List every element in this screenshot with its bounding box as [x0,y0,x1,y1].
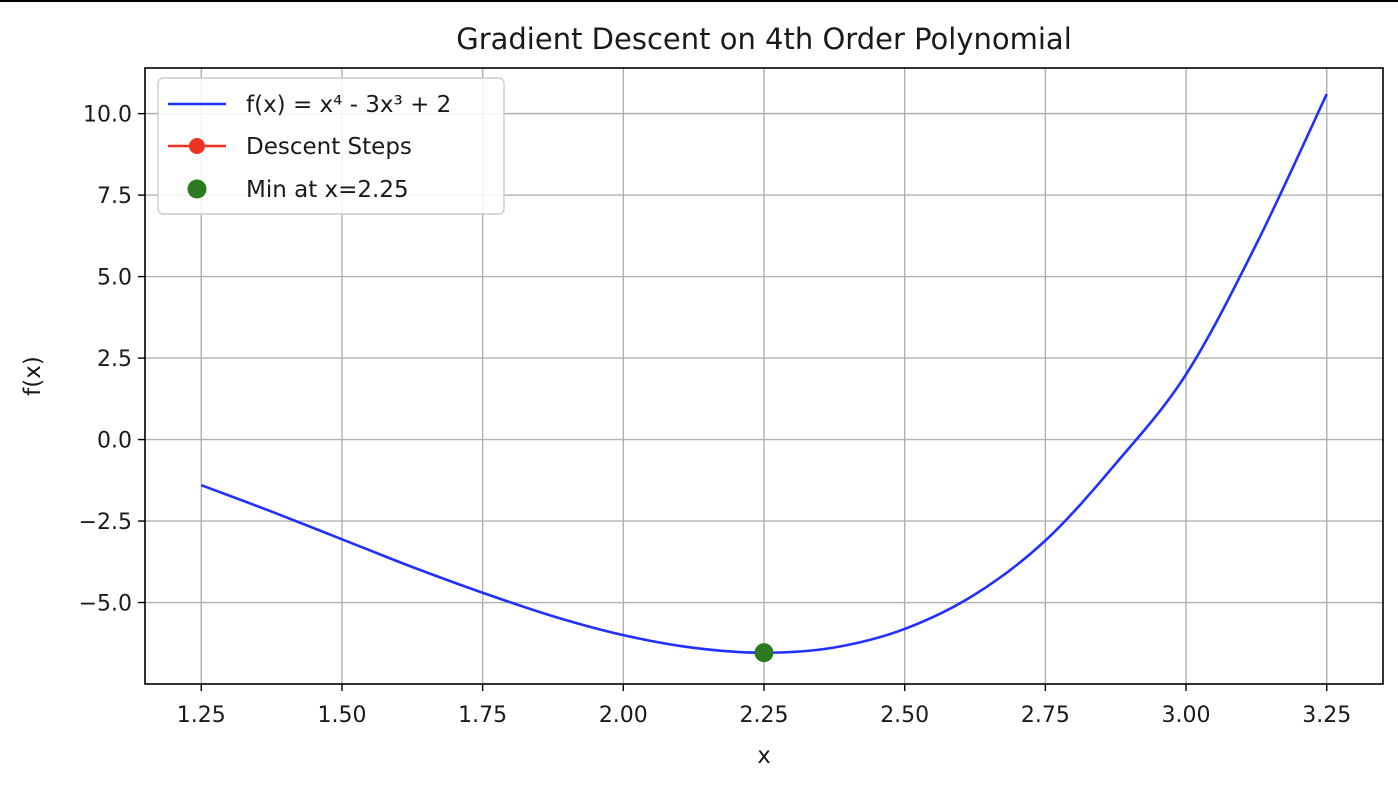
y-tick-label: 0.0 [97,429,132,454]
x-tick-label: 1.75 [458,703,507,728]
y-tick-label: 7.5 [97,184,132,209]
y-axis-label: f(x) [20,356,46,396]
legend-marker-swatch [187,179,207,199]
series-line-function [200,93,1328,655]
ticks-layer: 1.25 1.50 1.75 2.00 2.25 2.50 2.75 3.00 3.25 −5.0… [79,103,1352,728]
y-tick-label: 5.0 [97,266,132,291]
x-tick-label: 3.25 [1302,703,1351,728]
x-tick-label: 1.25 [177,703,226,728]
legend-label: f(x) = x⁴ - 3x³ + 2 [246,92,451,118]
chart-title: Gradient Descent on 4th Order Polynomial [456,22,1072,56]
legend-items: f(x) = x⁴ - 3x³ + 2 Descent Steps Min at x… [168,92,451,203]
series-layer [200,93,1328,663]
legend-marker-swatch [189,138,205,154]
y-tick-label: −2.5 [79,510,132,535]
legend: f(x) = x⁴ - 3x³ + 2 Descent Steps Min at x… [157,77,505,215]
y-tick-label: 2.5 [97,347,132,372]
legend-label: Descent Steps [246,134,412,160]
x-tick-label: 2.25 [740,703,789,728]
y-tick-label: −5.0 [79,592,132,617]
x-tick-label: 1.50 [317,703,366,728]
x-tick-label: 2.00 [599,703,648,728]
x-axis-label: x [757,743,771,769]
x-tick-label: 2.50 [880,703,929,728]
legend-box [157,77,505,215]
x-tick-label: 2.75 [1021,703,1070,728]
min-point-marker [754,643,774,663]
legend-label: Min at x=2.25 [246,177,409,203]
y-tick-label: 10.0 [83,103,132,128]
x-tick-label: 3.00 [1162,703,1211,728]
